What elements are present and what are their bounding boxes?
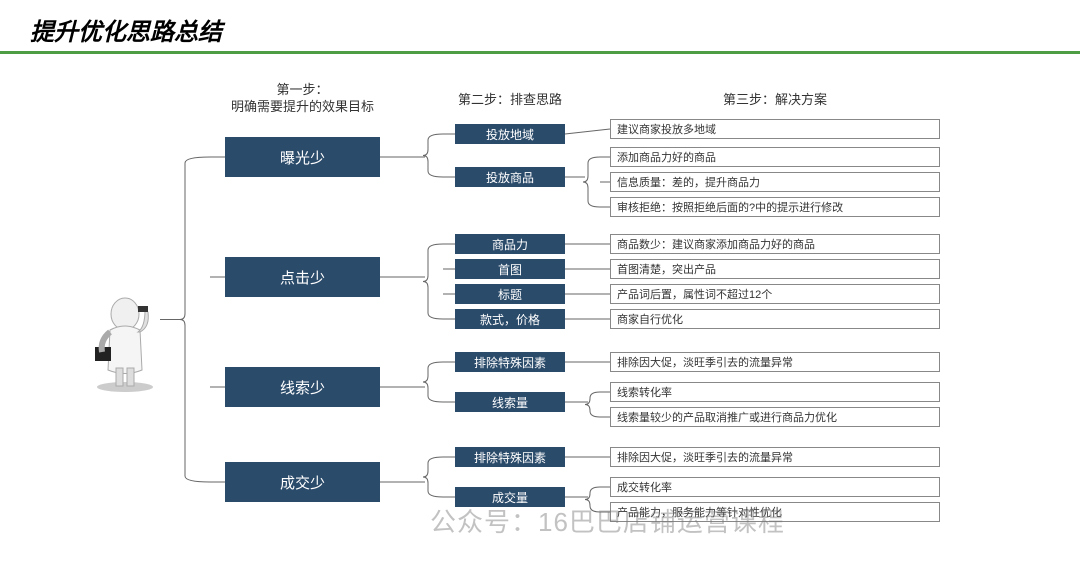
sol-box: 排除因大促，淡旺季引去的流量异常: [610, 352, 940, 372]
sol-box: 商品数少：建议商家添加商品力好的商品: [610, 234, 940, 254]
problem-box-exposure: 曝光少: [225, 137, 380, 177]
step3-header: 第三步：解决方案: [610, 92, 940, 109]
mid-box-region: 投放地域: [455, 124, 565, 144]
person-icon: [90, 292, 160, 397]
watermark-text: 公众号：16巴巴店铺运营课程: [430, 502, 785, 539]
sol-box: 成交转化率: [610, 477, 940, 497]
mid-box-quality: 商品力: [455, 234, 565, 254]
sol-box: 审核拒绝：按照拒绝后面的?中的提示进行修改: [610, 197, 940, 217]
mid-box-leadvol: 线索量: [455, 392, 565, 412]
sol-box: 产品词后置，属性词不超过12个: [610, 284, 940, 304]
sol-box: 线索转化率: [610, 382, 940, 402]
mid-box-title: 标题: [455, 284, 565, 304]
problem-box-click: 点击少: [225, 257, 380, 297]
sol-box: 排除因大促，淡旺季引去的流量异常: [610, 447, 940, 467]
step1-header: 第一步： 明确需要提升的效果目标: [225, 82, 380, 116]
problem-box-deal: 成交少: [225, 462, 380, 502]
step2-header: 第二步：排查思路: [455, 92, 565, 109]
problem-box-leads: 线索少: [225, 367, 380, 407]
sol-box: 线索量较少的产品取消推广或进行商品力优化: [610, 407, 940, 427]
sol-box: 建议商家投放多地域: [610, 119, 940, 139]
mid-box-style: 款式，价格: [455, 309, 565, 329]
sol-box: 信息质量：差的，提升商品力: [610, 172, 940, 192]
flowchart-canvas: 第一步： 明确需要提升的效果目标 第二步：排查思路 第三步：解决方案 曝光少 投…: [0, 62, 1080, 562]
page-title: 提升优化思路总结: [0, 0, 1080, 54]
mid-box-products: 投放商品: [455, 167, 565, 187]
mid-box-mainimg: 首图: [455, 259, 565, 279]
mid-box-exclude2: 排除特殊因素: [455, 447, 565, 467]
mid-box-exclude: 排除特殊因素: [455, 352, 565, 372]
sol-box: 首图清楚，突出产品: [610, 259, 940, 279]
sol-box: 商家自行优化: [610, 309, 940, 329]
sol-box: 添加商品力好的商品: [610, 147, 940, 167]
